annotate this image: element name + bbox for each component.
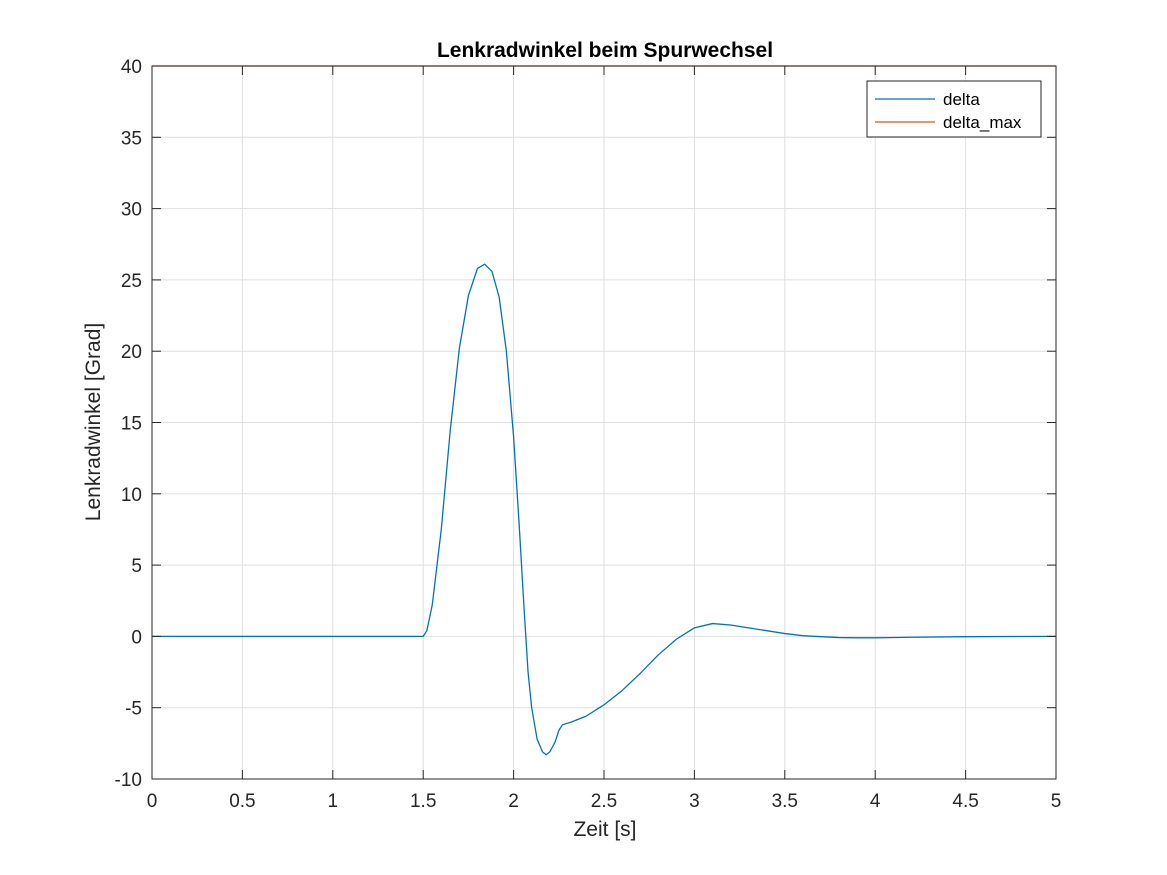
x-tick-label: 3.5 — [772, 791, 798, 812]
y-tick-label: 30 — [121, 200, 142, 221]
y-tick-label: -10 — [115, 770, 142, 791]
y-tick-label: 40 — [121, 57, 142, 78]
x-tick-label: 1.5 — [410, 791, 436, 812]
y-tick-label: 20 — [121, 342, 142, 363]
y-tick-label: 15 — [121, 414, 142, 435]
series-line-delta — [152, 263, 1057, 756]
x-tick-label: 0.5 — [229, 791, 255, 812]
x-tick-label: 2.5 — [591, 791, 617, 812]
x-tick-label: 4.5 — [952, 791, 978, 812]
legend-label-delta: delta — [943, 90, 980, 109]
y-tick-label: -5 — [125, 699, 142, 720]
legend-box — [866, 80, 1042, 138]
chart-title: Lenkradwinkel beim Spurwechsel — [437, 39, 773, 62]
x-tick-label: 0 — [147, 791, 158, 812]
x-tick-label: 2 — [508, 791, 519, 812]
y-tick-labels: -10 -5 0 5 10 15 20 25 30 35 40 — [115, 57, 142, 791]
y-tick-label: 5 — [131, 556, 142, 577]
x-tick-label: 5 — [1051, 791, 1062, 812]
y-tick-label: 0 — [131, 627, 142, 648]
grid — [151, 65, 1057, 780]
ticks — [151, 65, 1057, 780]
y-axis-label: Lenkradwinkel [Grad] — [82, 323, 105, 521]
x-tick-labels: 0 0.5 1 1.5 2 2.5 3 3.5 4 4.5 5 — [147, 791, 1062, 812]
legend: delta delta_max — [866, 80, 1042, 138]
y-tick-label: 35 — [121, 128, 142, 149]
y-tick-label: 10 — [121, 485, 142, 506]
y-tick-label: 25 — [121, 271, 142, 292]
x-tick-label: 4 — [870, 791, 881, 812]
legend-label-delta-max: delta_max — [943, 113, 1022, 132]
x-tick-label: 1 — [328, 791, 339, 812]
x-axis-label: Zeit [s] — [573, 818, 636, 841]
x-tick-label: 3 — [689, 791, 700, 812]
